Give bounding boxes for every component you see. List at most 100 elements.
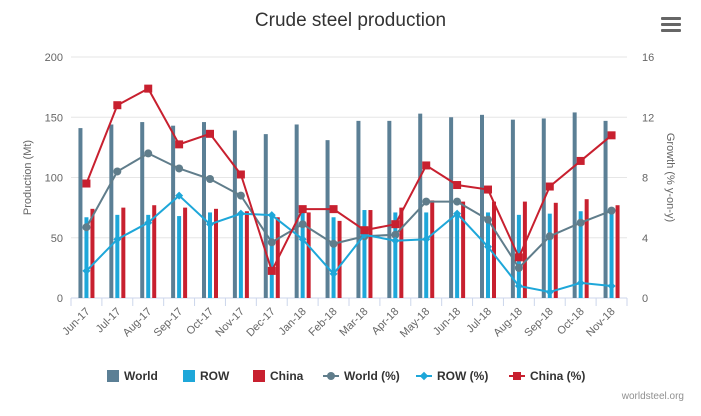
bar-world: [109, 124, 114, 298]
legend-item-row[interactable]: ROW (%): [416, 366, 488, 386]
y-right-tick-label: 16: [642, 52, 654, 64]
bar-row: [393, 212, 398, 298]
point-china: [206, 129, 214, 138]
point-china: [113, 101, 122, 110]
x-tick-label: Oct-17: [184, 306, 216, 338]
bar-row: [547, 213, 552, 298]
bar-world: [202, 122, 206, 298]
legend-label-world: World (%): [344, 369, 400, 383]
point-world: [422, 197, 431, 206]
bar-row: [578, 211, 583, 298]
point-china: [545, 182, 554, 191]
bar-china: [214, 208, 218, 298]
legend-item-world[interactable]: World (%): [323, 366, 400, 386]
legend-label-world: World: [124, 369, 158, 383]
x-tick-label: Dec-17: [244, 306, 278, 340]
bar-world: [510, 119, 515, 298]
point-world: [576, 218, 585, 227]
legend-item-row[interactable]: ROW: [183, 366, 229, 386]
x-tick-label: May-18: [398, 306, 432, 340]
y-right-tick-label: 12: [642, 112, 654, 124]
y-right-tick-label: 8: [642, 173, 648, 185]
point-china: [267, 266, 276, 275]
x-tick-label: Jun-18: [431, 306, 463, 338]
bar-world: [263, 134, 268, 298]
point-row: [144, 218, 153, 227]
chart-title: Crude steel production: [254, 10, 447, 31]
point-china: [576, 156, 585, 165]
bar-row: [177, 216, 182, 298]
x-tick-label: Sep-18: [522, 306, 556, 340]
bar-row: [146, 214, 151, 298]
bar-world: [480, 114, 484, 298]
bar-row: [269, 216, 274, 298]
bar-row: [331, 217, 336, 298]
x-tick-label: Jul-18: [464, 306, 494, 336]
y-left-tick-label: 200: [45, 52, 63, 64]
point-china: [298, 205, 307, 214]
point-world: [391, 230, 400, 239]
point-world: [267, 238, 276, 247]
bar-world: [603, 120, 608, 299]
bar-world: [572, 112, 577, 299]
bar-china: [430, 200, 435, 298]
line-series-row: [82, 191, 616, 296]
bar-china: [121, 207, 126, 298]
bar-row: [300, 212, 305, 298]
point-row: [206, 220, 214, 229]
bar-world: [140, 122, 145, 298]
y-left-axis-title: Production (Mt): [22, 140, 34, 215]
legend-item-china[interactable]: China: [253, 366, 303, 386]
point-row: [113, 235, 122, 244]
bar-china: [183, 207, 188, 298]
legend-symbol-world: [323, 370, 339, 382]
point-world: [329, 239, 338, 248]
bar-row: [424, 212, 429, 298]
x-tick-label: Jun-17: [60, 306, 92, 338]
bar-world: [294, 124, 299, 298]
hamburger-menu-icon[interactable]: [661, 17, 681, 33]
x-tick-label: Oct-18: [555, 306, 587, 338]
y-right-tick-label: 4: [642, 233, 648, 245]
legend-item-world[interactable]: World: [107, 366, 158, 386]
point-china: [391, 220, 400, 229]
y-left-tick-label: 50: [51, 233, 63, 245]
x-tick-label: Aug-17: [121, 306, 155, 340]
bar-world: [325, 140, 330, 298]
y-left-tick-label: 100: [45, 173, 63, 185]
point-china: [422, 161, 431, 170]
point-china: [329, 205, 338, 214]
x-tick-label: Sep-17: [152, 306, 186, 340]
point-world: [298, 220, 307, 229]
line-series-world: [82, 149, 616, 272]
point-row: [545, 287, 554, 296]
bar-china: [584, 199, 589, 298]
chart-legend: World ROW China World (%) ROW (%) China (%): [0, 366, 701, 386]
bar-world: [232, 130, 237, 298]
x-tick-label: Nov-18: [584, 306, 618, 340]
legend-label-row: ROW: [200, 369, 230, 383]
bar-series-world: [78, 112, 608, 299]
credit-link[interactable]: worldsteel.org: [621, 391, 684, 402]
legend-label-china: China: [270, 369, 304, 383]
bar-china: [337, 220, 342, 298]
y-right-axis-title: Growth (% y-on-y): [664, 133, 676, 222]
bar-world: [171, 125, 176, 298]
point-china: [453, 181, 462, 190]
x-tick-label: Apr-18: [370, 306, 402, 338]
x-tick-label: Nov-17: [213, 306, 247, 340]
legend-item-china[interactable]: China (%): [509, 366, 585, 386]
series-line-row: [85, 194, 612, 294]
bar-series-china: [90, 199, 620, 298]
point-world: [82, 223, 91, 232]
point-row: [453, 209, 462, 218]
bar-world: [78, 128, 83, 298]
x-tick-label: Mar-18: [337, 306, 370, 339]
bar-china: [522, 201, 527, 298]
legend-symbol-world: [107, 370, 119, 382]
bar-china: [399, 207, 404, 298]
bar-row: [455, 213, 460, 298]
point-row: [391, 236, 400, 245]
point-row: [175, 191, 184, 200]
